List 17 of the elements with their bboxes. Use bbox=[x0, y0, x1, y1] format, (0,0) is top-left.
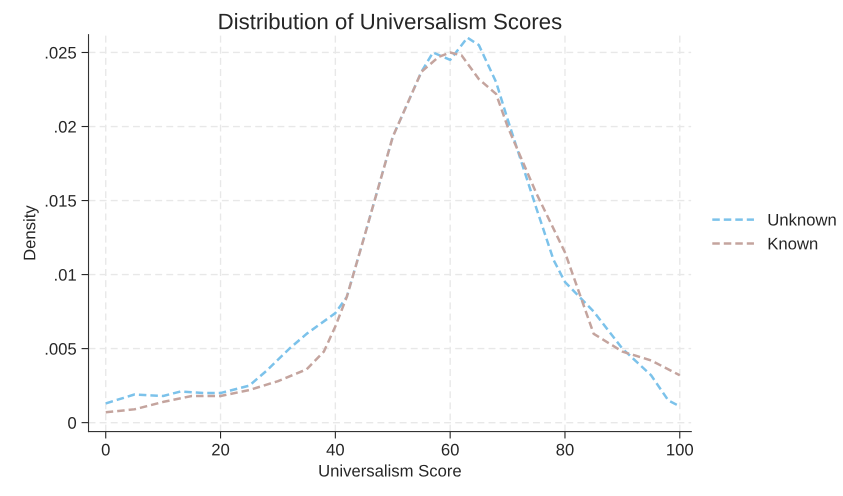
legend-label: Known bbox=[768, 238, 818, 250]
y-tick-label: .01 bbox=[55, 268, 76, 281]
y-tick-label: 0 bbox=[68, 417, 76, 429]
x-tick-label: 100 bbox=[667, 444, 694, 456]
y-tick-label: .025 bbox=[46, 46, 76, 59]
x-tick-label: 20 bbox=[212, 444, 230, 456]
x-tick-label: 60 bbox=[442, 444, 459, 456]
y-tick-label: .005 bbox=[46, 343, 76, 355]
x-axis-title: Universalism Score bbox=[319, 464, 461, 477]
x-tick-label: 80 bbox=[556, 444, 574, 456]
chart-title: Distribution of Universalism Scores bbox=[219, 13, 562, 30]
x-tick-label: 40 bbox=[326, 444, 344, 456]
y-tick-label: .015 bbox=[46, 194, 76, 207]
y-axis-title: Density bbox=[23, 205, 39, 260]
legend-label: Unknown bbox=[768, 213, 836, 226]
y-tick-label: .02 bbox=[55, 120, 76, 133]
x-tick-label: 0 bbox=[102, 444, 110, 456]
